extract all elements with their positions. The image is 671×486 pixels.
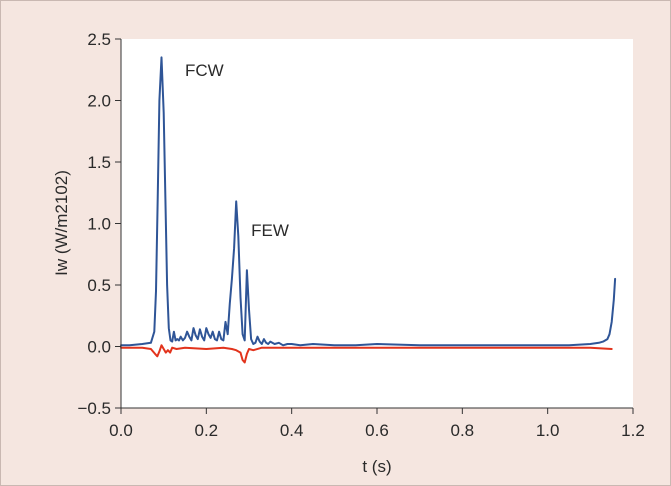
y-tick-label: −0.5 [77, 399, 111, 418]
x-tick-label: 0.4 [280, 421, 304, 440]
x-tick-label: 0.2 [195, 421, 219, 440]
x-tick-label: 0.8 [451, 421, 475, 440]
y-tick-label: 1.0 [87, 215, 111, 234]
annotation-fcw: FCW [185, 61, 224, 80]
y-tick-label: 2.5 [87, 30, 111, 49]
y-tick-label: 2.0 [87, 92, 111, 111]
plot-area [121, 39, 633, 408]
x-axis-label: t (s) [362, 457, 391, 476]
x-tick-label: 1.2 [621, 421, 645, 440]
y-tick-label: 0.0 [87, 338, 111, 357]
y-ticks: −0.5 0.0 0.5 1.0 1.5 2.0 2.5 [77, 30, 121, 418]
x-ticks: 0.0 0.2 0.4 0.6 0.8 1.0 1.2 [109, 408, 645, 440]
y-tick-label: 0.5 [87, 276, 111, 295]
y-tick-label: 1.5 [87, 153, 111, 172]
y-axis-label: Iw (W/m2102) [52, 170, 71, 276]
x-tick-label: 0.0 [109, 421, 133, 440]
annotation-few: FEW [251, 221, 289, 240]
x-tick-label: 1.0 [536, 421, 560, 440]
x-tick-label: 0.6 [365, 421, 389, 440]
